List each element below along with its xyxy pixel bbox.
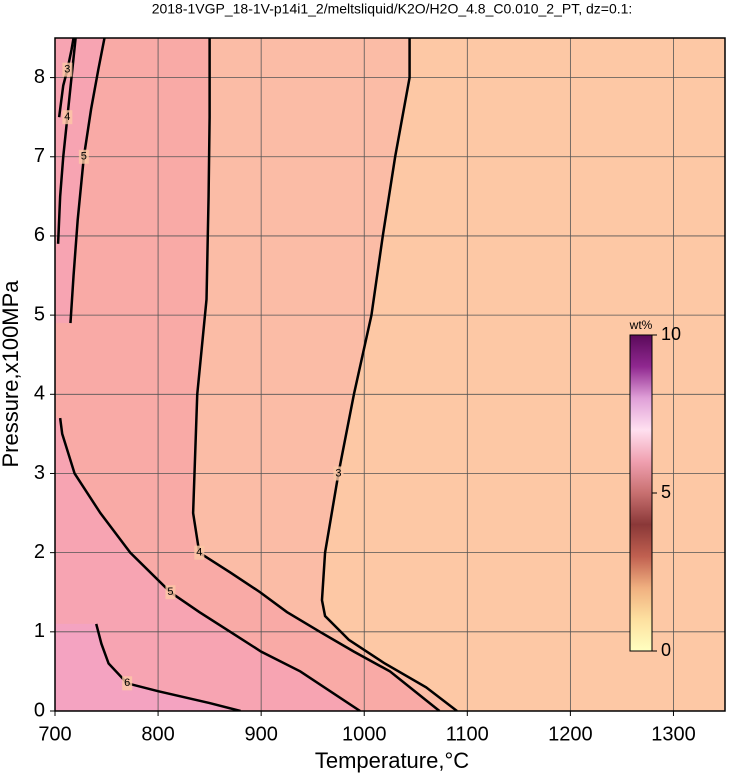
x-tick-label: 1300 (651, 723, 696, 745)
contour-fill (55, 38, 440, 711)
contour-label: 4 (64, 111, 70, 123)
contour-label-bg (78, 149, 89, 164)
colorbar-tick-label: 0 (661, 640, 671, 660)
y-tick-label: 5 (34, 303, 45, 325)
y-tick-label: 7 (34, 145, 45, 167)
contour-label: 6 (124, 677, 130, 689)
contour-line (191, 38, 441, 711)
y-tick-label: 2 (34, 541, 45, 563)
contour-label-bg (122, 676, 133, 691)
plot-frame (54, 37, 726, 712)
colorbar-label: wt% (629, 318, 653, 332)
contour-label: 5 (81, 151, 87, 163)
x-tick-label: 1100 (446, 723, 489, 745)
y-tick-label: 0 (34, 699, 45, 721)
y-tick-label: 8 (34, 66, 45, 88)
axes: 700 800 900 1000 1100 1200 1300 0 1 2 3 4 5 6 7 8 wt% 0 5 1… (34, 37, 726, 745)
x-tick-label: 900 (244, 723, 277, 745)
y-tick-label: 6 (34, 224, 45, 246)
y-tick-label: 3 (34, 462, 45, 484)
contour-line (320, 38, 458, 711)
colorbar (629, 334, 653, 652)
y-tick-label: 4 (34, 383, 45, 405)
contour-label: 3 (335, 467, 341, 479)
y-axis-label: Pressure,x100MPa (0, 280, 23, 468)
x-axis-label: Temperature,°C (315, 748, 469, 773)
x-tick-label: 800 (141, 723, 174, 745)
x-tick-label: 700 (38, 723, 71, 745)
plot-area: 3 4 5 5 6 4 3 (55, 38, 725, 711)
contour-label-bg (165, 585, 176, 600)
contour-label: 5 (167, 586, 173, 598)
contour-label-bg (194, 545, 205, 560)
contour-label-bg (62, 62, 73, 77)
colorbar-tick-label: 10 (661, 324, 681, 344)
x-tick-label: 1000 (342, 723, 387, 745)
y-tick-label: 1 (34, 620, 45, 642)
contour-label: 4 (196, 547, 202, 559)
contour-fill (55, 418, 361, 711)
contour-label: 3 (64, 64, 70, 76)
colorbar-tick-label: 5 (661, 482, 671, 502)
contour-label-bg (333, 466, 344, 481)
x-tick-label: 1200 (548, 723, 593, 745)
contour-label-bg (62, 110, 73, 125)
chart-title: 2018-1VGP_18-1V-p14i1_2/meltsliquid/K2O/… (152, 1, 633, 17)
